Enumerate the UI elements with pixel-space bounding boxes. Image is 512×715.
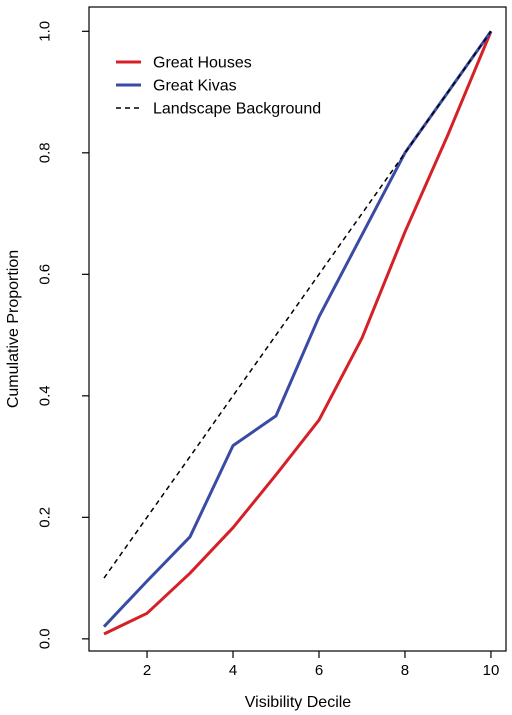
- x-axis-title: Visibility Decile: [245, 694, 352, 711]
- x-tick-label: 4: [229, 662, 237, 679]
- x-tick-label: 6: [315, 662, 323, 679]
- x-tick-label: 2: [143, 662, 151, 679]
- legend: Great Houses Great Kivas Landscape Backgro…: [116, 55, 321, 118]
- y-tick-label: 0.4: [36, 385, 53, 406]
- y-tick-label: 0.0: [36, 628, 53, 649]
- y-tick-label: 0.8: [36, 142, 53, 163]
- x-tick-label: 10: [483, 662, 500, 679]
- y-axis-title: Cumulative Proportion: [5, 250, 22, 408]
- legend-label: Great Kivas: [153, 78, 237, 95]
- series-layer: [102, 30, 493, 636]
- series-line-great-kivas: [102, 30, 493, 628]
- series-line-landscape-background: [103, 30, 492, 579]
- legend-label: Great Houses: [153, 55, 252, 72]
- x-axis: 2 4 6 8 10: [143, 651, 499, 679]
- y-tick-label: 0.6: [36, 264, 53, 285]
- y-tick-label: 1.0: [36, 21, 53, 42]
- series-line-great-houses: [103, 30, 493, 636]
- plot-area-frame: [88, 6, 507, 652]
- y-axis: 0.0 0.2 0.4 0.6 0.8 1.0: [36, 21, 89, 649]
- legend-label: Landscape Background: [153, 101, 321, 118]
- y-tick-label: 0.2: [36, 507, 53, 528]
- x-tick-label: 8: [401, 662, 409, 679]
